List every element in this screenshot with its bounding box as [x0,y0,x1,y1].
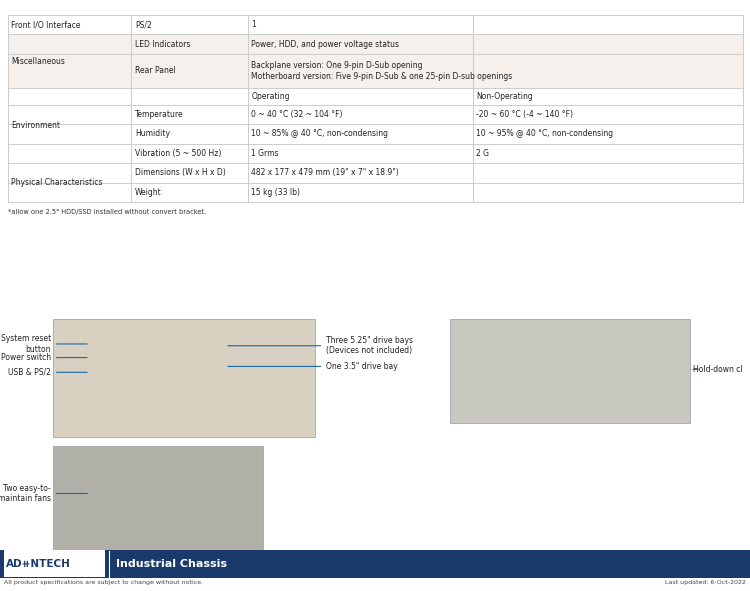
Text: AD⧺NTECH: AD⧺NTECH [6,559,70,569]
FancyBboxPatch shape [8,15,742,34]
FancyBboxPatch shape [4,550,105,577]
Text: Weight: Weight [135,188,162,197]
FancyBboxPatch shape [8,54,742,88]
Text: Operating: Operating [251,92,290,101]
Text: 1: 1 [251,20,256,29]
Text: Environment: Environment [11,121,60,130]
Text: 10 ~ 95% @ 40 °C, non-condensing: 10 ~ 95% @ 40 °C, non-condensing [476,129,614,138]
FancyBboxPatch shape [8,183,742,202]
Text: Non-Operating: Non-Operating [476,92,533,101]
FancyBboxPatch shape [8,34,742,54]
Text: All product specifications are subject to change without notice.: All product specifications are subject t… [4,580,202,585]
FancyBboxPatch shape [8,105,742,124]
Text: One 3.5" drive bay: One 3.5" drive bay [228,362,398,371]
Text: Rear Panel: Rear Panel [135,66,176,76]
Text: Physical Characteristics: Physical Characteristics [11,178,103,187]
Text: Vibration (5 ~ 500 Hz): Vibration (5 ~ 500 Hz) [135,149,221,158]
Text: Three 5.25" drive bays
(Devices not included): Three 5.25" drive bays (Devices not incl… [228,336,413,355]
Text: Hold-down cl: Hold-down cl [693,365,742,374]
Text: Last updated: 6-Oct-2022: Last updated: 6-Oct-2022 [665,580,746,585]
Text: 10 ~ 85% @ 40 °C, non-condensing: 10 ~ 85% @ 40 °C, non-condensing [251,129,388,138]
Text: Two easy-to-
maintain fans: Two easy-to- maintain fans [0,484,87,503]
Text: Power, HDD, and power voltage status: Power, HDD, and power voltage status [251,40,399,48]
Text: Front I/O Interface: Front I/O Interface [11,20,81,29]
Text: PS/2: PS/2 [135,20,152,29]
FancyBboxPatch shape [8,144,742,163]
Text: System reset
button: System reset button [1,335,87,353]
Text: Dimensions (W x H x D): Dimensions (W x H x D) [135,168,226,177]
FancyBboxPatch shape [8,88,742,105]
FancyBboxPatch shape [450,319,690,423]
Text: 1 Grms: 1 Grms [251,149,279,158]
Text: Backplane version: One 9-pin D-Sub opening
Motherboard version: Five 9-pin D-Sub: Backplane version: One 9-pin D-Sub openi… [251,61,512,80]
Text: USB & PS/2: USB & PS/2 [8,368,87,377]
FancyBboxPatch shape [53,319,315,437]
FancyBboxPatch shape [8,163,742,183]
Text: Power switch: Power switch [1,353,87,362]
Text: *allow one 2.5" HDD/SSD installed without convert bracket.: *allow one 2.5" HDD/SSD installed withou… [8,209,206,215]
Text: 15 kg (33 lb): 15 kg (33 lb) [251,188,300,197]
FancyBboxPatch shape [0,550,750,578]
Text: Miscellaneous: Miscellaneous [11,57,65,66]
Text: -20 ~ 60 °C (-4 ~ 140 °F): -20 ~ 60 °C (-4 ~ 140 °F) [476,110,573,119]
Text: 482 x 177 x 479 mm (19" x 7" x 18.9"): 482 x 177 x 479 mm (19" x 7" x 18.9") [251,168,399,177]
FancyBboxPatch shape [53,446,262,556]
FancyBboxPatch shape [8,124,742,144]
Text: 2 G: 2 G [476,149,489,158]
Text: Humidity: Humidity [135,129,170,138]
Text: Industrial Chassis: Industrial Chassis [116,559,227,569]
Text: LED Indicators: LED Indicators [135,40,190,48]
Text: 0 ~ 40 °C (32 ~ 104 °F): 0 ~ 40 °C (32 ~ 104 °F) [251,110,343,119]
Text: Temperature: Temperature [135,110,184,119]
